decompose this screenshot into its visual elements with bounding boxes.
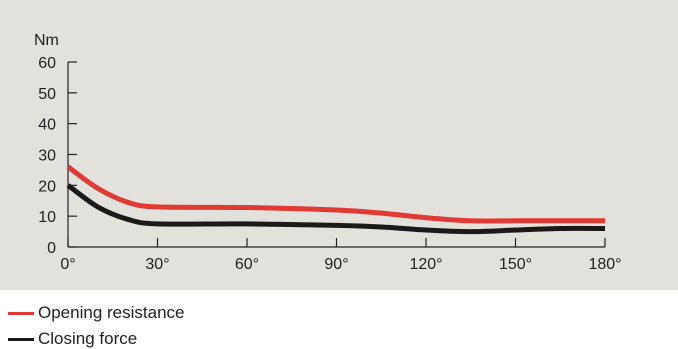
series-line-closing-force xyxy=(66,183,606,235)
x-tick-label: 120° xyxy=(409,256,442,273)
legend-swatch-closing-force xyxy=(8,337,34,341)
y-tick-label: 10 xyxy=(38,209,56,226)
y-tick-label: 50 xyxy=(38,86,56,103)
legend-label-closing-force: Closing force xyxy=(38,329,138,348)
y-tick-label: 0 xyxy=(47,240,56,257)
legend-item-opening-resistance: Opening resistance xyxy=(8,303,184,323)
legend-label-opening-resistance: Opening resistance xyxy=(38,303,185,322)
chart-panel-background xyxy=(0,0,678,290)
legend-swatch-opening-resistance xyxy=(8,311,34,315)
x-tick-label: 0° xyxy=(60,256,75,273)
y-axis-label: Nm xyxy=(34,32,59,49)
x-tick-label: 150° xyxy=(499,256,532,273)
y-tick-label: 60 xyxy=(38,55,56,72)
legend-item-closing-force: Closing force xyxy=(8,329,137,349)
series-lines xyxy=(66,164,606,235)
y-tick-label: 20 xyxy=(38,178,56,195)
axes: 0 10 20 30 40 50 60 0° 30° 60° 90° 120° 150° 180° xyxy=(38,55,621,273)
x-tick-label: 180° xyxy=(588,256,621,273)
series-line-opening-resistance xyxy=(66,164,605,224)
y-tick-label: 40 xyxy=(38,117,56,134)
y-tick-label: 30 xyxy=(38,148,56,165)
x-tick-label: 60° xyxy=(235,256,259,273)
x-tick-label: 90° xyxy=(324,256,348,273)
x-tick-label: 30° xyxy=(145,256,169,273)
